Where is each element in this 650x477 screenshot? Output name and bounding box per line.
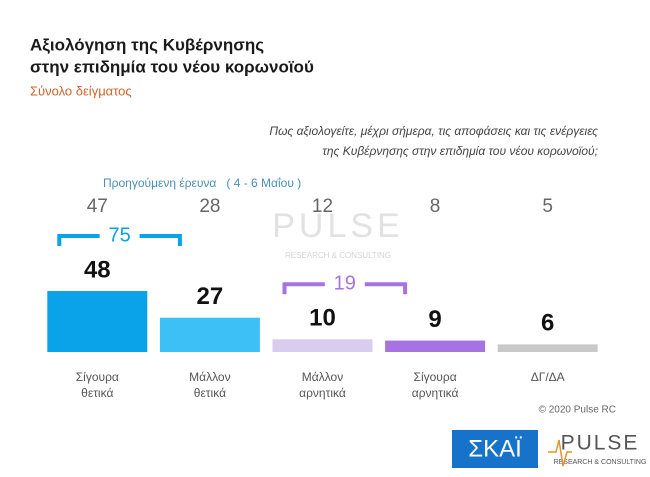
previous-value: 8 — [430, 196, 441, 217]
pulse-logo-sub: RESEARCH & CONSULTING — [554, 459, 647, 466]
group-value: 75 — [108, 224, 130, 246]
copyright: © 2020 Pulse RC — [539, 405, 616, 416]
skai-logo: ΣΚΑΪ — [468, 435, 522, 462]
bar — [159, 317, 260, 352]
x-tick-label: Σίγουρα θετικά — [76, 370, 119, 400]
previous-value: 47 — [87, 196, 108, 217]
question: της Κυβέρνησης στην επιδημία του νέου κο… — [322, 144, 598, 158]
value-label: 10 — [309, 305, 336, 332]
bar — [497, 344, 598, 352]
group-value: 19 — [334, 273, 356, 295]
previous-value: 28 — [199, 196, 220, 217]
watermark: PULSE — [272, 207, 404, 245]
x-tick-label: ΔΓ/ΔΑ — [531, 370, 565, 384]
bar — [385, 340, 486, 352]
value-label: 9 — [428, 306, 441, 333]
bar — [272, 339, 373, 352]
pulse-logo-icon — [548, 439, 572, 467]
chart-title: Αξιολόγηση της Κυβέρνησης — [30, 35, 264, 54]
x-tick-label: Μάλλον αρνητικά — [299, 370, 346, 400]
bar — [47, 291, 148, 352]
question: Πως αξιολογείτε, μέχρι σήμερα, τις αποφά… — [269, 124, 598, 138]
x-tick-label: Σίγουρα αρνητικά — [412, 370, 459, 400]
group-bracket — [57, 234, 182, 247]
value-label: 6 — [541, 310, 554, 337]
previous-label: Προηγούμενη έρευνα ( 4 - 6 Μαΐου ) — [103, 176, 301, 190]
previous-value: 5 — [542, 196, 553, 217]
previous-value: 12 — [312, 196, 333, 217]
pulse-logo: PULSE — [561, 432, 640, 455]
x-tick-label: Μάλλον θετικά — [189, 370, 230, 400]
chart-title: στην επιδημία του νέου κορωνοϊού — [30, 57, 314, 76]
watermark-sub: RESEARCH & CONSULTING — [285, 251, 391, 260]
chart-subtitle: Σύνολο δείγματος — [30, 83, 132, 98]
group-bracket — [282, 282, 408, 295]
value-label: 48 — [84, 256, 111, 283]
skai-logo-box — [452, 430, 538, 468]
value-label: 27 — [197, 283, 224, 310]
